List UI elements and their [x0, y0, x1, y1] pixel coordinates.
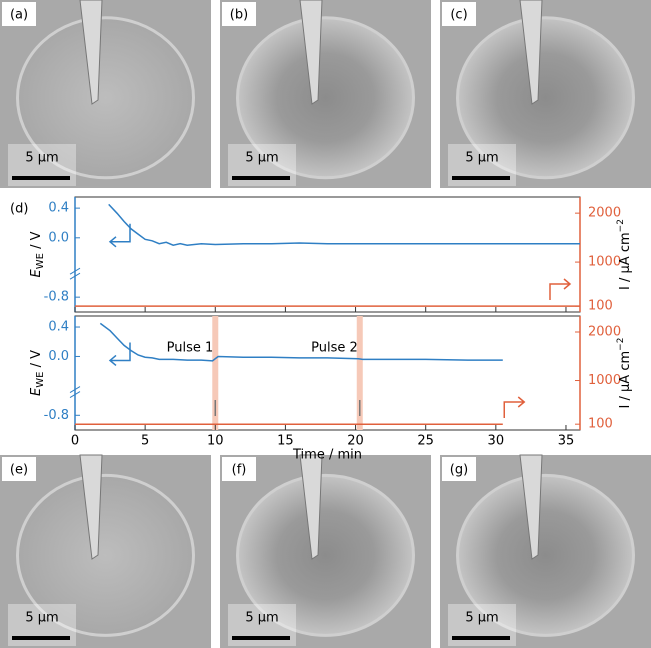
- deposit-area: [16, 16, 195, 180]
- y2-axis-label: I / µA cm−2: [616, 219, 633, 290]
- axis-arrow: [503, 396, 526, 418]
- x-tick-label: 0: [71, 434, 79, 449]
- pulse-label: Pulse 1: [167, 341, 214, 356]
- axis-arrow: [549, 278, 572, 300]
- y-label-unit: / V: [29, 231, 44, 253]
- scale-bar: [232, 636, 290, 640]
- pulse-band: [356, 316, 363, 430]
- panel-label: (f): [232, 463, 247, 478]
- probe-tip: [519, 0, 543, 105]
- y-axis-label: EWE / V: [29, 350, 47, 396]
- y-label-unit: / V: [29, 350, 44, 372]
- scale-bar: [452, 636, 510, 640]
- axis-break: [69, 386, 81, 398]
- panel-label: (a): [10, 8, 28, 23]
- label-box: [222, 457, 256, 481]
- axis-arrow: [108, 342, 131, 367]
- y-tick-label: 0.0: [48, 349, 69, 364]
- scale-text: 5 µm: [465, 151, 498, 166]
- x-tick-label: 5: [141, 434, 149, 449]
- scale-text: 5 µm: [245, 611, 278, 626]
- y2-label-main: I / µA cm: [618, 232, 633, 290]
- label-box: [442, 457, 476, 481]
- pulse-band: [212, 316, 219, 430]
- x-tick-label: 35: [558, 434, 575, 449]
- axis-arrow: [108, 223, 131, 248]
- deposit-area: [16, 473, 195, 637]
- y-tick-label: 0.0: [48, 230, 69, 245]
- panel-label: (e): [10, 463, 28, 478]
- scale-bar: [12, 176, 70, 180]
- probe-tip: [79, 454, 103, 560]
- y2-label-sup: −2: [616, 219, 626, 232]
- deposit-area: [456, 473, 635, 637]
- scale-bar: [232, 176, 290, 180]
- scale-text: 5 µm: [245, 151, 278, 166]
- y-label-main: E: [29, 387, 44, 396]
- scale-text: 5 µm: [465, 611, 498, 626]
- y-axis-label: EWE / V: [29, 231, 47, 277]
- probe-tip: [299, 454, 323, 560]
- y2-tick-label: 100: [588, 417, 613, 432]
- y2-label-sup: −2: [616, 338, 626, 351]
- panel-label: (c): [450, 8, 467, 23]
- y2-tick-label: 2000: [588, 206, 621, 221]
- panel-label: (b): [230, 8, 248, 23]
- y2-tick-label: 1000: [588, 373, 621, 388]
- scale-text: 5 µm: [25, 611, 58, 626]
- label-box: [442, 2, 476, 26]
- y2-tick-label: 1000: [588, 255, 621, 270]
- y-tick-label: 0.4: [48, 201, 69, 216]
- y-tick-label: -0.8: [44, 408, 69, 423]
- y2-axis-label: I / µA cm−2: [616, 338, 633, 409]
- y2-tick-label: 100: [588, 299, 613, 314]
- deposit-area: [236, 473, 415, 637]
- axis-break: [69, 267, 81, 280]
- probe-tip: [299, 0, 323, 105]
- data-line: [108, 203, 580, 246]
- label-box: [2, 2, 36, 26]
- y-tick-label: 0.4: [48, 320, 69, 335]
- plot-frame: [74, 196, 581, 313]
- y2-label-main: I / µA cm: [618, 351, 633, 409]
- scale-text: 5 µm: [25, 151, 58, 166]
- probe-tip: [519, 454, 543, 560]
- x-tick-label: 20: [347, 434, 364, 449]
- scale-bar: [12, 636, 70, 640]
- x-tick-label: 30: [488, 434, 505, 449]
- probe-tip: [79, 0, 103, 105]
- scale-bar: [452, 176, 510, 180]
- y-label-sub: WE: [35, 372, 46, 388]
- y2-tick-label: 2000: [588, 325, 621, 340]
- x-tick-label: 10: [207, 434, 224, 449]
- y-label-main: E: [29, 268, 44, 277]
- x-tick-label: 15: [277, 434, 294, 449]
- deposit-area: [236, 16, 415, 180]
- y-tick-label: -0.8: [44, 290, 69, 305]
- panel-label: (g): [450, 463, 468, 478]
- label-box: [2, 457, 36, 481]
- panel-label: (d): [10, 202, 28, 217]
- plot-frame: [74, 315, 581, 431]
- y-label-sub: WE: [35, 253, 46, 269]
- deposit-area: [456, 16, 635, 180]
- x-tick-label: 25: [417, 434, 434, 449]
- x-axis-label: Time / min: [292, 448, 362, 463]
- label-box: [222, 2, 256, 26]
- pulse-label: Pulse 2: [311, 341, 358, 356]
